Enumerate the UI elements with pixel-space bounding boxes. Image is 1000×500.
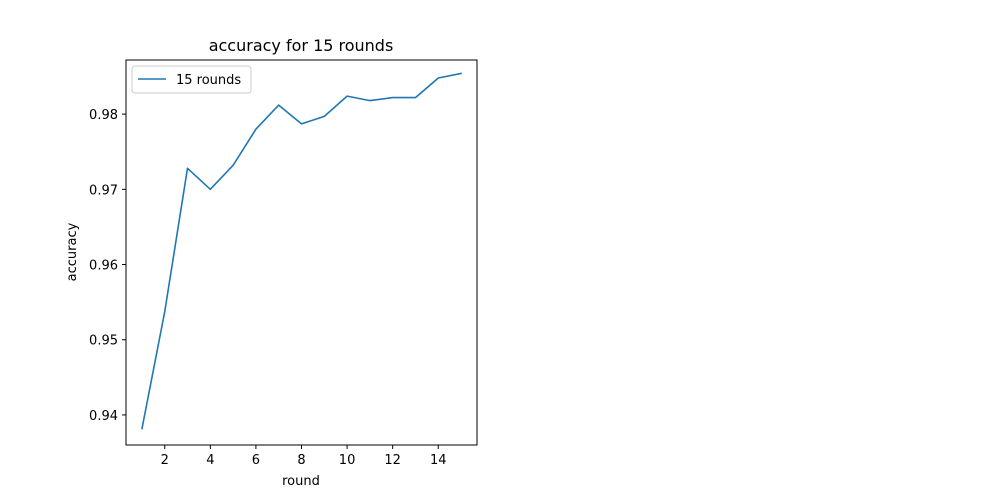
x-tick-label: 4 [206, 453, 214, 468]
y-tick-label: 0.95 [89, 334, 118, 349]
x-tick-label: 8 [297, 453, 305, 468]
x-tick-label: 6 [252, 453, 260, 468]
plot-frame [125, 59, 478, 446]
x-tick-label: 14 [430, 453, 447, 468]
y-tick-label: 0.94 [89, 409, 118, 424]
legend: 15 rounds [131, 65, 252, 94]
y-tick-label: 0.98 [89, 108, 118, 123]
chart-title: accuracy for 15 rounds [209, 36, 394, 55]
legend-box [131, 65, 252, 94]
y-tick-label: 0.97 [89, 183, 118, 198]
x-tick-label: 2 [161, 453, 169, 468]
y-tick-label: 0.96 [89, 259, 118, 274]
x-tick-label: 12 [384, 453, 401, 468]
y-axis-ticks: 0.94 0.95 0.96 0.97 0.98 [89, 108, 126, 424]
x-axis-ticks: 2 4 6 8 10 12 14 [161, 445, 447, 468]
legend-label: 15 rounds [176, 73, 241, 88]
series-line-15-rounds [141, 72, 462, 430]
x-tick-label: 10 [339, 453, 356, 468]
y-axis-label: accuracy [65, 222, 80, 281]
x-axis-label: round [282, 474, 320, 489]
